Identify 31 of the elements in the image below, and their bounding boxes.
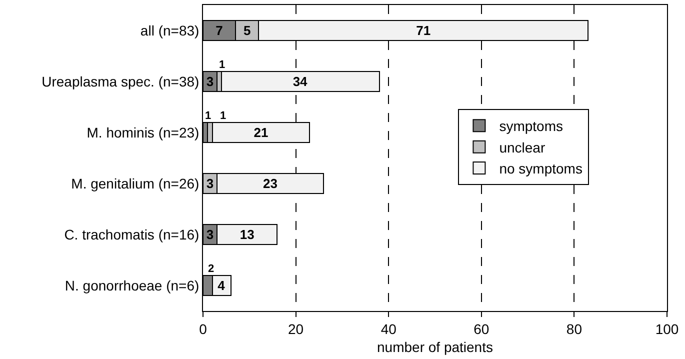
data-label: 1 <box>219 59 226 71</box>
data-label: 4 <box>218 278 226 293</box>
y-tick-label: N. gonorrhoeae (n=6) <box>64 277 200 294</box>
data-label: 34 <box>292 74 308 89</box>
x-tick-label: 20 <box>288 320 304 337</box>
data-label: 3 <box>206 227 214 242</box>
legend-label: symptoms <box>499 118 563 134</box>
x-tick-label: 0 <box>199 320 208 337</box>
y-tick-label: all (n=83) <box>140 22 200 38</box>
data-label: 3 <box>206 74 214 89</box>
data-label: 13 <box>240 227 254 242</box>
data-label: 3 <box>206 176 214 191</box>
data-label: 71 <box>416 23 431 38</box>
y-tick-label: M. genitalium (n=26) <box>71 175 200 192</box>
legend-label: no symptoms <box>499 160 582 176</box>
y-tick-label: C. trachomatis (n=16) <box>64 226 200 242</box>
data-label: 1 <box>205 110 212 122</box>
data-label: 5 <box>243 23 251 38</box>
x-axis-title: number of patients <box>377 339 493 356</box>
x-tick-label: 80 <box>566 320 582 337</box>
data-label: 23 <box>263 176 278 191</box>
x-tick-label: 60 <box>474 320 490 337</box>
data-label: 2 <box>208 263 214 275</box>
legend-label: unclear <box>499 139 546 156</box>
data-label: 1 <box>220 110 226 122</box>
data-label: 7 <box>216 23 223 38</box>
y-tick-label: M. hominis (n=23) <box>86 124 200 140</box>
data-label: 21 <box>254 125 268 140</box>
x-tick-label: 100 <box>655 320 679 337</box>
y-tick-label: Ureaplasma spec. (n=38) <box>42 73 200 90</box>
x-tick-label: 40 <box>380 320 397 337</box>
